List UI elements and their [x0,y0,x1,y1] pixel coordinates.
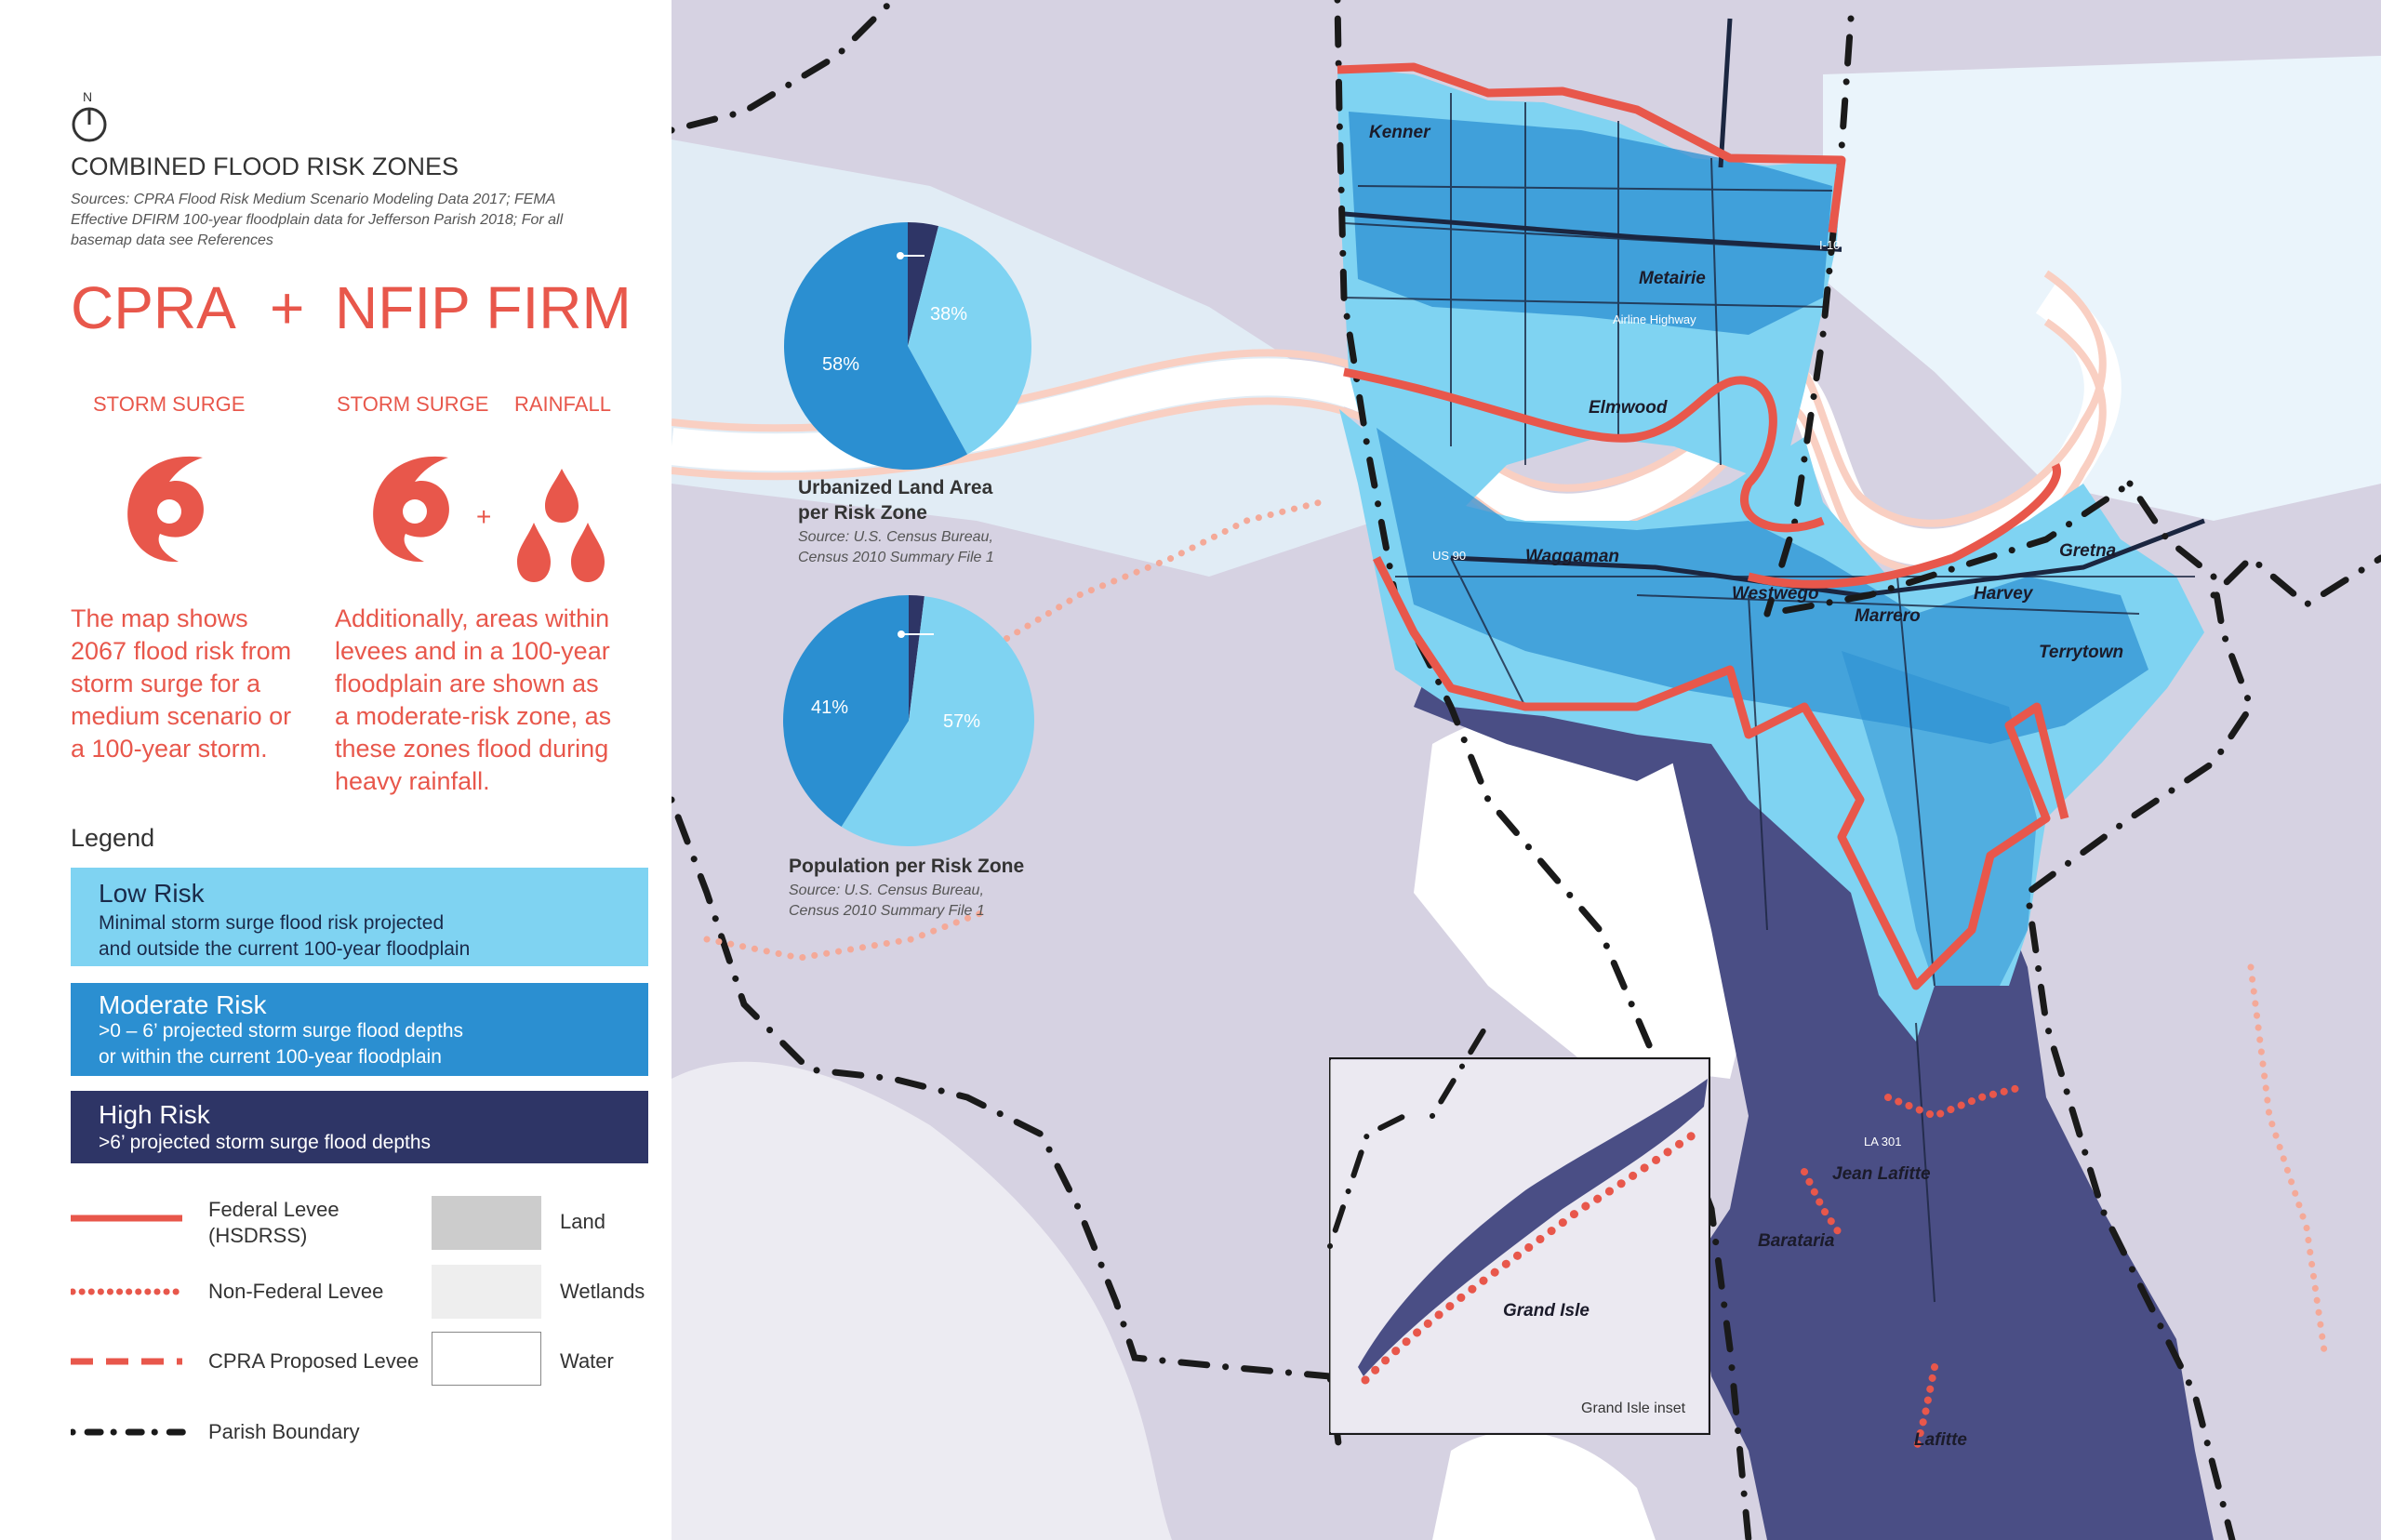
land-chart-source-2: Census 2010 Summary File 1 [798,550,994,565]
road-network [1343,93,2195,1303]
wetlands-swatch [432,1265,541,1319]
hurricane-icon [127,456,204,563]
legend-low-risk-desc: Minimal storm surge flood risk projected… [99,912,471,960]
place-labels: Kenner Metairie Elmwood Waggaman Westweg… [1369,123,2123,1450]
place-label-jean-lafitte: Jean Lafitte [1832,1164,1931,1184]
land-chart-source-1: Source: U.S. Census Bureau, [798,529,993,545]
legend-parish-boundary: Parish Boundary [208,1420,360,1443]
col1-description: The map shows 2067 flood risk from storm… [71,604,292,763]
legend-moderate-risk: Moderate Risk >0 – 6’ projected storm su… [71,983,648,1076]
land-area-pie-chart: 4%38%58% [784,222,1032,470]
non-federal-levee-lines [703,498,2329,1361]
legend-high-risk-desc: >6’ projected storm surge flood depths [99,1132,432,1153]
flood-risk-map[interactable]: Kenner Metairie Elmwood Waggaman Westweg… [672,0,2381,1540]
place-label-gretna: Gretna [2059,541,2117,561]
place-label-grand-isle: Grand Isle [1503,1301,1590,1321]
headline-cpra: CPRA [71,274,236,341]
grand-isle-island [1358,1079,1708,1376]
legend-heading: Legend [71,824,155,852]
place-label-barataria: Barataria [1758,1231,1835,1251]
grand-isle-parish-boundary [1327,1020,1491,1249]
raindrops-icon [517,469,605,582]
grand-isle-inset[interactable]: Grand Isle Grand Isle inset [1327,1020,1710,1435]
land-chart-title-2: per Risk Zone [798,502,927,524]
legend-line-symbols [71,1215,186,1436]
legend-low-risk: Low Risk Minimal storm surge flood risk … [71,868,648,966]
parish-boundary-line [672,0,2381,1540]
population-chart-source-2: Census 2010 Summary File 1 [789,903,985,919]
place-label-westwego: Westwego [1732,584,1819,604]
place-label-harvey: Harvey [1974,584,2034,604]
road-label-us90: US 90 [1432,549,1466,563]
land-pie-slice [908,226,1032,455]
road-label-airline: Airline Highway [1613,312,1696,326]
land-swatch [432,1196,541,1250]
hurricane-icon [373,456,449,563]
page-title: COMBINED FLOOD RISK ZONES [71,153,459,180]
road-label-i10: I-10 [1819,238,1840,252]
population-chart-title: Population per Risk Zone [789,856,1024,877]
place-label-kenner: Kenner [1369,123,1431,142]
legend-high-risk-title: High Risk [99,1100,210,1129]
legend-cpra-proposed-levee: CPRA Proposed Levee [208,1349,419,1373]
north-arrow-icon [72,107,107,142]
jean-lafitte-levee [1801,1084,2022,1454]
inset-label: Grand Isle inset [1581,1401,1686,1416]
place-label-marrero: Marrero [1855,606,1921,626]
population-pie-slice [841,596,1034,846]
population-pie-chart: 2%57%41% [783,595,1034,846]
population-pie-slice-label: 57% [943,711,980,732]
river-levee-north [672,270,2107,527]
left-panel: N COMBINED FLOOD RISK ZONES Sources: CPR… [0,0,672,1540]
col2-label-surge: STORM SURGE [337,392,489,416]
icon-plus: + [476,502,492,531]
col2-description: Additionally, areas within levees and in… [335,604,612,795]
land-pie-slice-label: 58% [822,354,859,375]
land-pie-slice-label: 38% [930,304,967,325]
legend-water: Water [560,1349,614,1373]
legend-wetlands: Wetlands [560,1280,645,1303]
bay-water [672,1061,1172,1540]
land-pie-leader-dot [897,252,904,259]
col1-label: STORM SURGE [93,392,246,416]
population-pie-leader-dot [898,631,905,638]
south-water [1432,1431,1656,1540]
harvey-moderate-risk [1842,651,2037,986]
water-swatch [432,1332,541,1386]
grand-isle-levee [1361,1124,1707,1385]
legend-moderate-risk-title: Moderate Risk [99,990,267,1019]
road-label-la301: LA 301 [1864,1135,1902,1148]
population-pie-slice-label: 41% [811,697,848,718]
headline-plus: + [270,274,305,341]
new-orleans-urban-zone [1823,56,2381,521]
land-pie-slice [908,222,939,346]
legend-high-risk: High Risk >6’ projected storm surge floo… [71,1091,648,1163]
legend-low-risk-title: Low Risk [99,879,205,908]
headline-nfip: NFIP FIRM [335,274,632,341]
col2-label-rainfall: RAINFALL [514,392,611,416]
legend-moderate-risk-desc: >0 – 6’ projected storm surge flood dept… [99,1020,464,1068]
place-label-terrytown: Terrytown [2039,643,2123,662]
legend-federal-levee: Federal Levee (HSDRSS) [208,1198,339,1247]
place-label-waggaman: Waggaman [1525,547,1619,566]
road-labels: Airline Highway I-10 US 90 LA 301 [1432,238,1902,1148]
place-label-lafitte: Lafitte [1914,1430,1967,1450]
place-label-elmwood: Elmwood [1589,398,1668,418]
sources-text: Sources: CPRA Flood Risk Medium Scenario… [71,192,564,248]
land-chart-title-1: Urbanized Land Area [798,477,993,498]
place-label-metairie: Metairie [1639,269,1706,288]
lake-water [1414,705,1757,1079]
legend-non-federal-levee: Non-Federal Levee [208,1280,384,1303]
north-label: N [83,89,93,104]
legend-land: Land [560,1210,605,1233]
high-risk-zone [1656,688,2214,1540]
federal-levee-lines [1337,62,2069,990]
west-bank-moderate-risk [1377,428,2148,744]
population-chart-source-1: Source: U.S. Census Bureau, [789,883,984,898]
population-pie-slice [783,595,909,827]
population-pie-slice [909,595,924,721]
land-pie-slice [784,222,968,470]
